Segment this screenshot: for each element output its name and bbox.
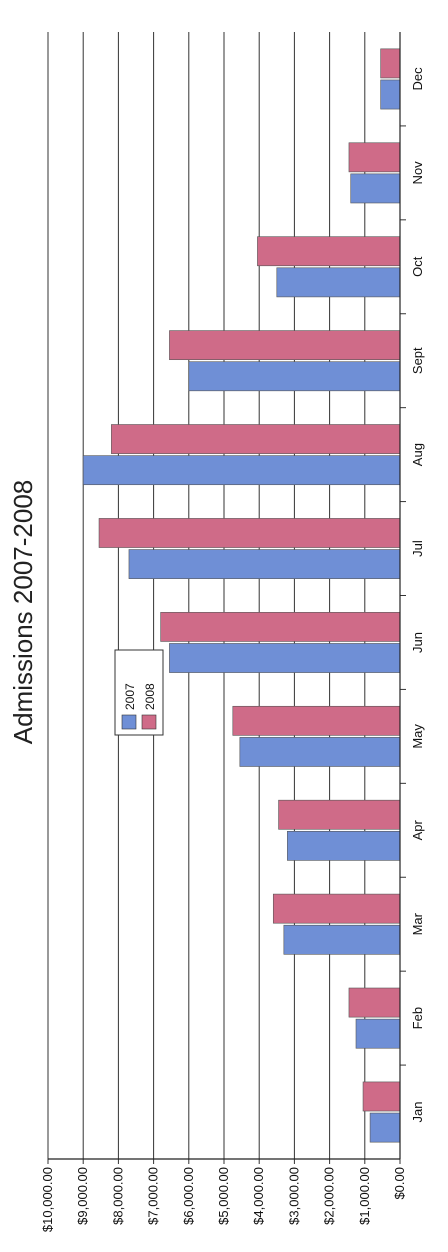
x-tick-label: Nov [410,161,425,185]
y-tick-label: $1,000.00 [357,1167,372,1225]
y-tick-label: $5,000.00 [216,1167,231,1225]
x-tick-label: Feb [410,1007,425,1029]
legend-label-2008: 2008 [143,683,157,710]
bar-2007-Aug [82,455,401,486]
bar-2007-Apr [287,830,401,861]
y-tick-label: $2,000.00 [322,1167,337,1225]
bar-2008-Oct [257,236,401,267]
chart-title: Admissions 2007-2008 [8,480,38,745]
x-tick-label: Jan [410,1102,425,1123]
axes [47,32,406,1164]
bar-2008-Feb [348,987,401,1018]
x-tick-label: May [410,724,425,749]
bar-2007-Jul [128,549,401,579]
x-tick-label: Jul [410,540,425,557]
bars [82,48,401,1143]
legend-swatch-2008 [141,714,157,730]
bar-2008-May [232,705,401,736]
legend-swatch-2007 [121,714,137,730]
gridlines [47,32,366,1159]
bar-2008-Apr [278,799,401,830]
legend-label-2007: 2007 [123,683,137,710]
bar-2008-Sept [169,330,401,361]
x-tick-label: Oct [410,256,425,277]
bar-2007-Dec [380,79,401,110]
bar-2007-May [239,737,401,767]
x-tick-label: Mar [410,912,425,935]
x-axis-tick-labels: Jan Feb Mar Apr May Jun Jul Aug Sept Oct Nov Dec [410,67,425,1123]
x-tick-label: Aug [410,443,425,466]
bar-2008-Mar [272,893,401,924]
y-tick-label: $6,000.00 [181,1167,196,1225]
y-tick-label: $8,000.00 [110,1167,125,1225]
bar-2007-Jan [369,1112,401,1143]
legend-box [114,649,164,736]
y-tick-label: $0.00 [392,1167,407,1200]
y-tick-label: $7,000.00 [146,1167,161,1225]
bar-2007-Sept [188,361,401,392]
bar-2008-Jan [362,1081,401,1112]
x-tick-label: Apr [410,820,425,841]
x-tick-label: Dec [410,67,425,91]
bar-2008-Aug [111,424,401,454]
bar-2007-Mar [283,924,401,955]
bar-2008-Nov [348,142,401,173]
legend: 2007 2008 [114,649,164,736]
bar-2007-Jun [169,643,401,673]
y-tick-label: $3,000.00 [286,1167,301,1225]
x-tick-label: Jun [410,632,425,653]
bar-2007-Nov [350,173,401,204]
y-tick-label: $9,000.00 [75,1167,90,1225]
bar-2008-Dec [380,48,401,79]
y-tick-label: $4,000.00 [251,1167,266,1225]
y-axis-tick-labels: $0.00 $1,000.00 $2,000.00 $3,000.00 $4,000.0… [40,1167,407,1232]
bar-2007-Feb [355,1018,401,1049]
bar-2008-Jun [160,612,401,642]
bar-2008-Jul [98,518,401,548]
bar-2007-Oct [276,267,401,298]
y-tick-label: $10,000.00 [40,1167,55,1232]
x-tick-label: Sept [410,347,425,374]
